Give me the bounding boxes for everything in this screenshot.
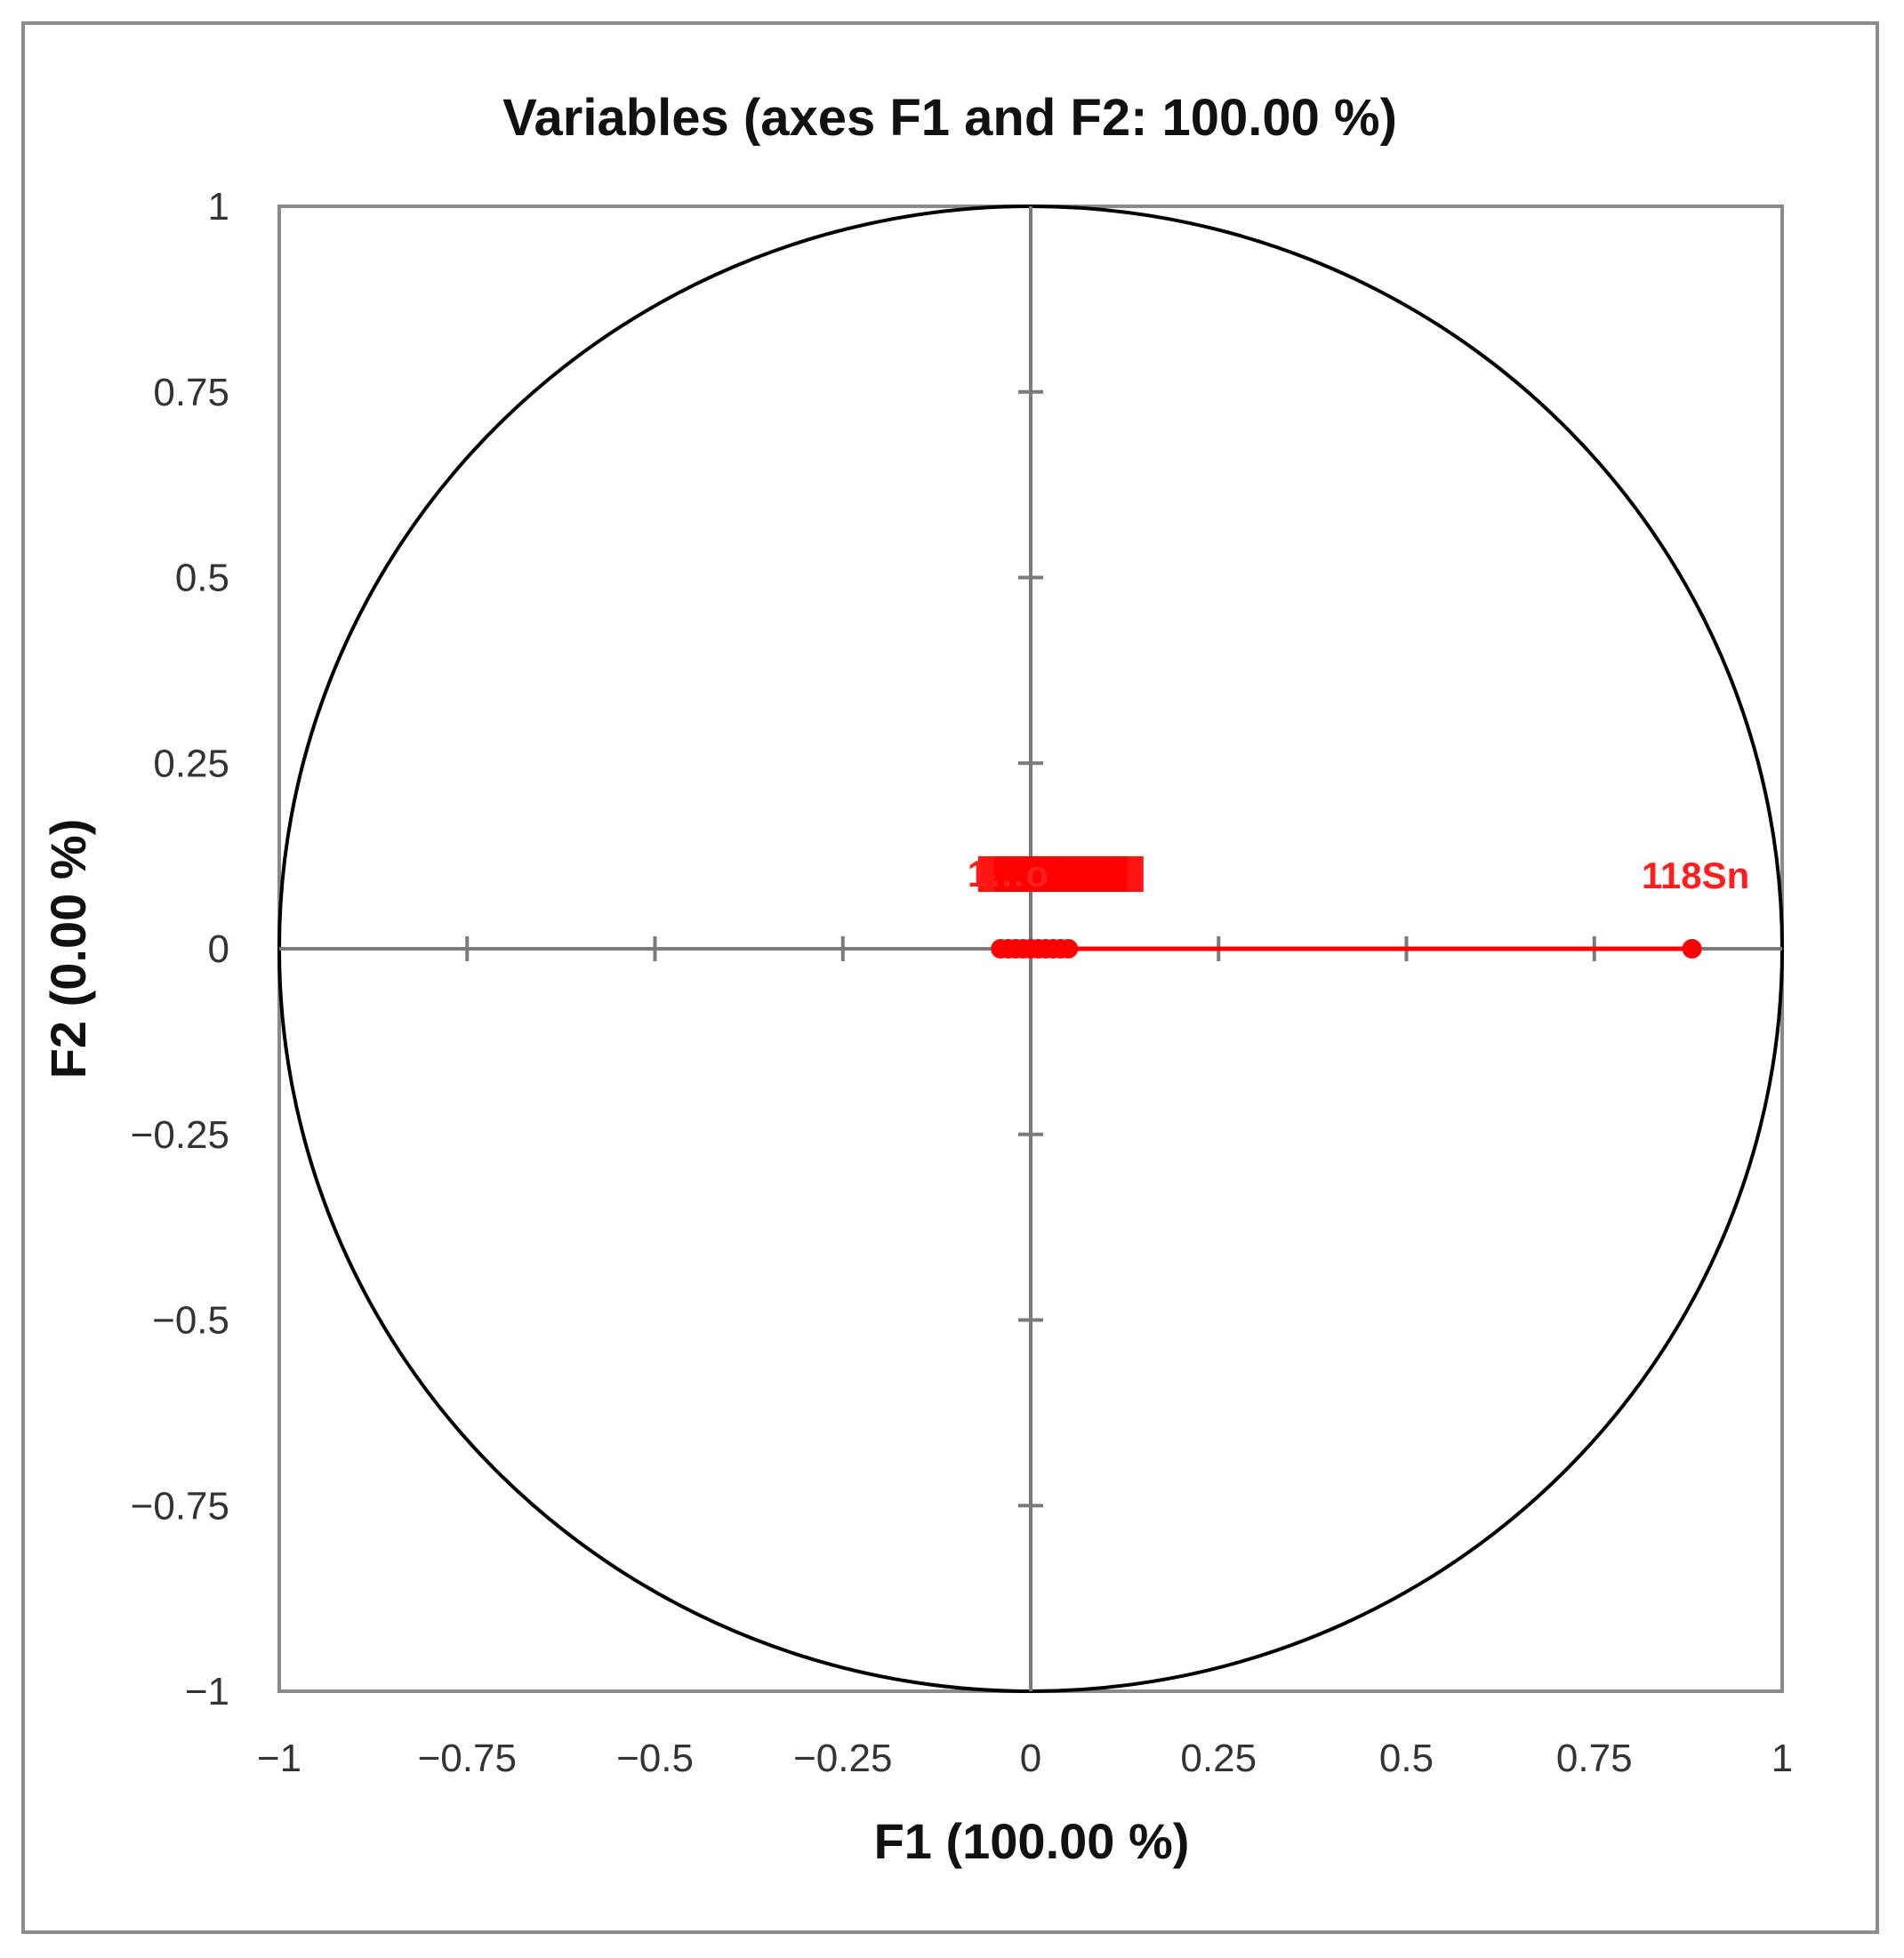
x-tick-label: −0.25	[793, 1737, 892, 1780]
x-axis-label: F1 (100.00 %)	[874, 1813, 1190, 1869]
x-tick-label: −1	[257, 1737, 301, 1780]
y-tick-label: −0.25	[131, 1113, 229, 1157]
y-tick-label: 0.5	[175, 557, 229, 600]
y-tick-label: 0	[208, 927, 229, 971]
variable-point	[1682, 939, 1702, 959]
y-tick-label: −1	[185, 1670, 229, 1713]
marks-layer: 118Sn 1…o	[968, 853, 1749, 959]
chart-title: Variables (axes F1 and F2: 100.00 %)	[502, 89, 1397, 147]
y-axis-label: F2 (0.00 %)	[40, 819, 96, 1079]
ticks-layer: −1 −0.75 −0.5 −0.25 0 0.25 0.5 0.75 1 1 0.75 0.5 0.2…	[131, 185, 1794, 1780]
y-tick-label: 0.75	[153, 371, 229, 414]
x-tick-label: −0.75	[418, 1737, 517, 1780]
x-tick-label: 0.25	[1180, 1737, 1257, 1780]
overlapping-labels: 1…o	[968, 853, 1048, 895]
x-tick-label: −0.5	[616, 1737, 694, 1780]
x-tick-label: 1	[1771, 1737, 1793, 1780]
x-tick-label: 0.75	[1556, 1737, 1633, 1780]
x-tick-label: 0.5	[1379, 1737, 1434, 1780]
variable-point	[1058, 939, 1079, 959]
x-tick-label: 0	[1020, 1737, 1041, 1780]
variable-label: 118Sn	[1642, 855, 1749, 896]
overlapping-label-block	[1089, 856, 1144, 892]
y-tick-label: −0.75	[131, 1484, 229, 1528]
y-tick-label: 0.25	[153, 742, 229, 785]
y-tick-label: −0.5	[152, 1299, 229, 1343]
y-tick-label: 1	[208, 185, 229, 229]
chart-frame	[21, 21, 1879, 1934]
